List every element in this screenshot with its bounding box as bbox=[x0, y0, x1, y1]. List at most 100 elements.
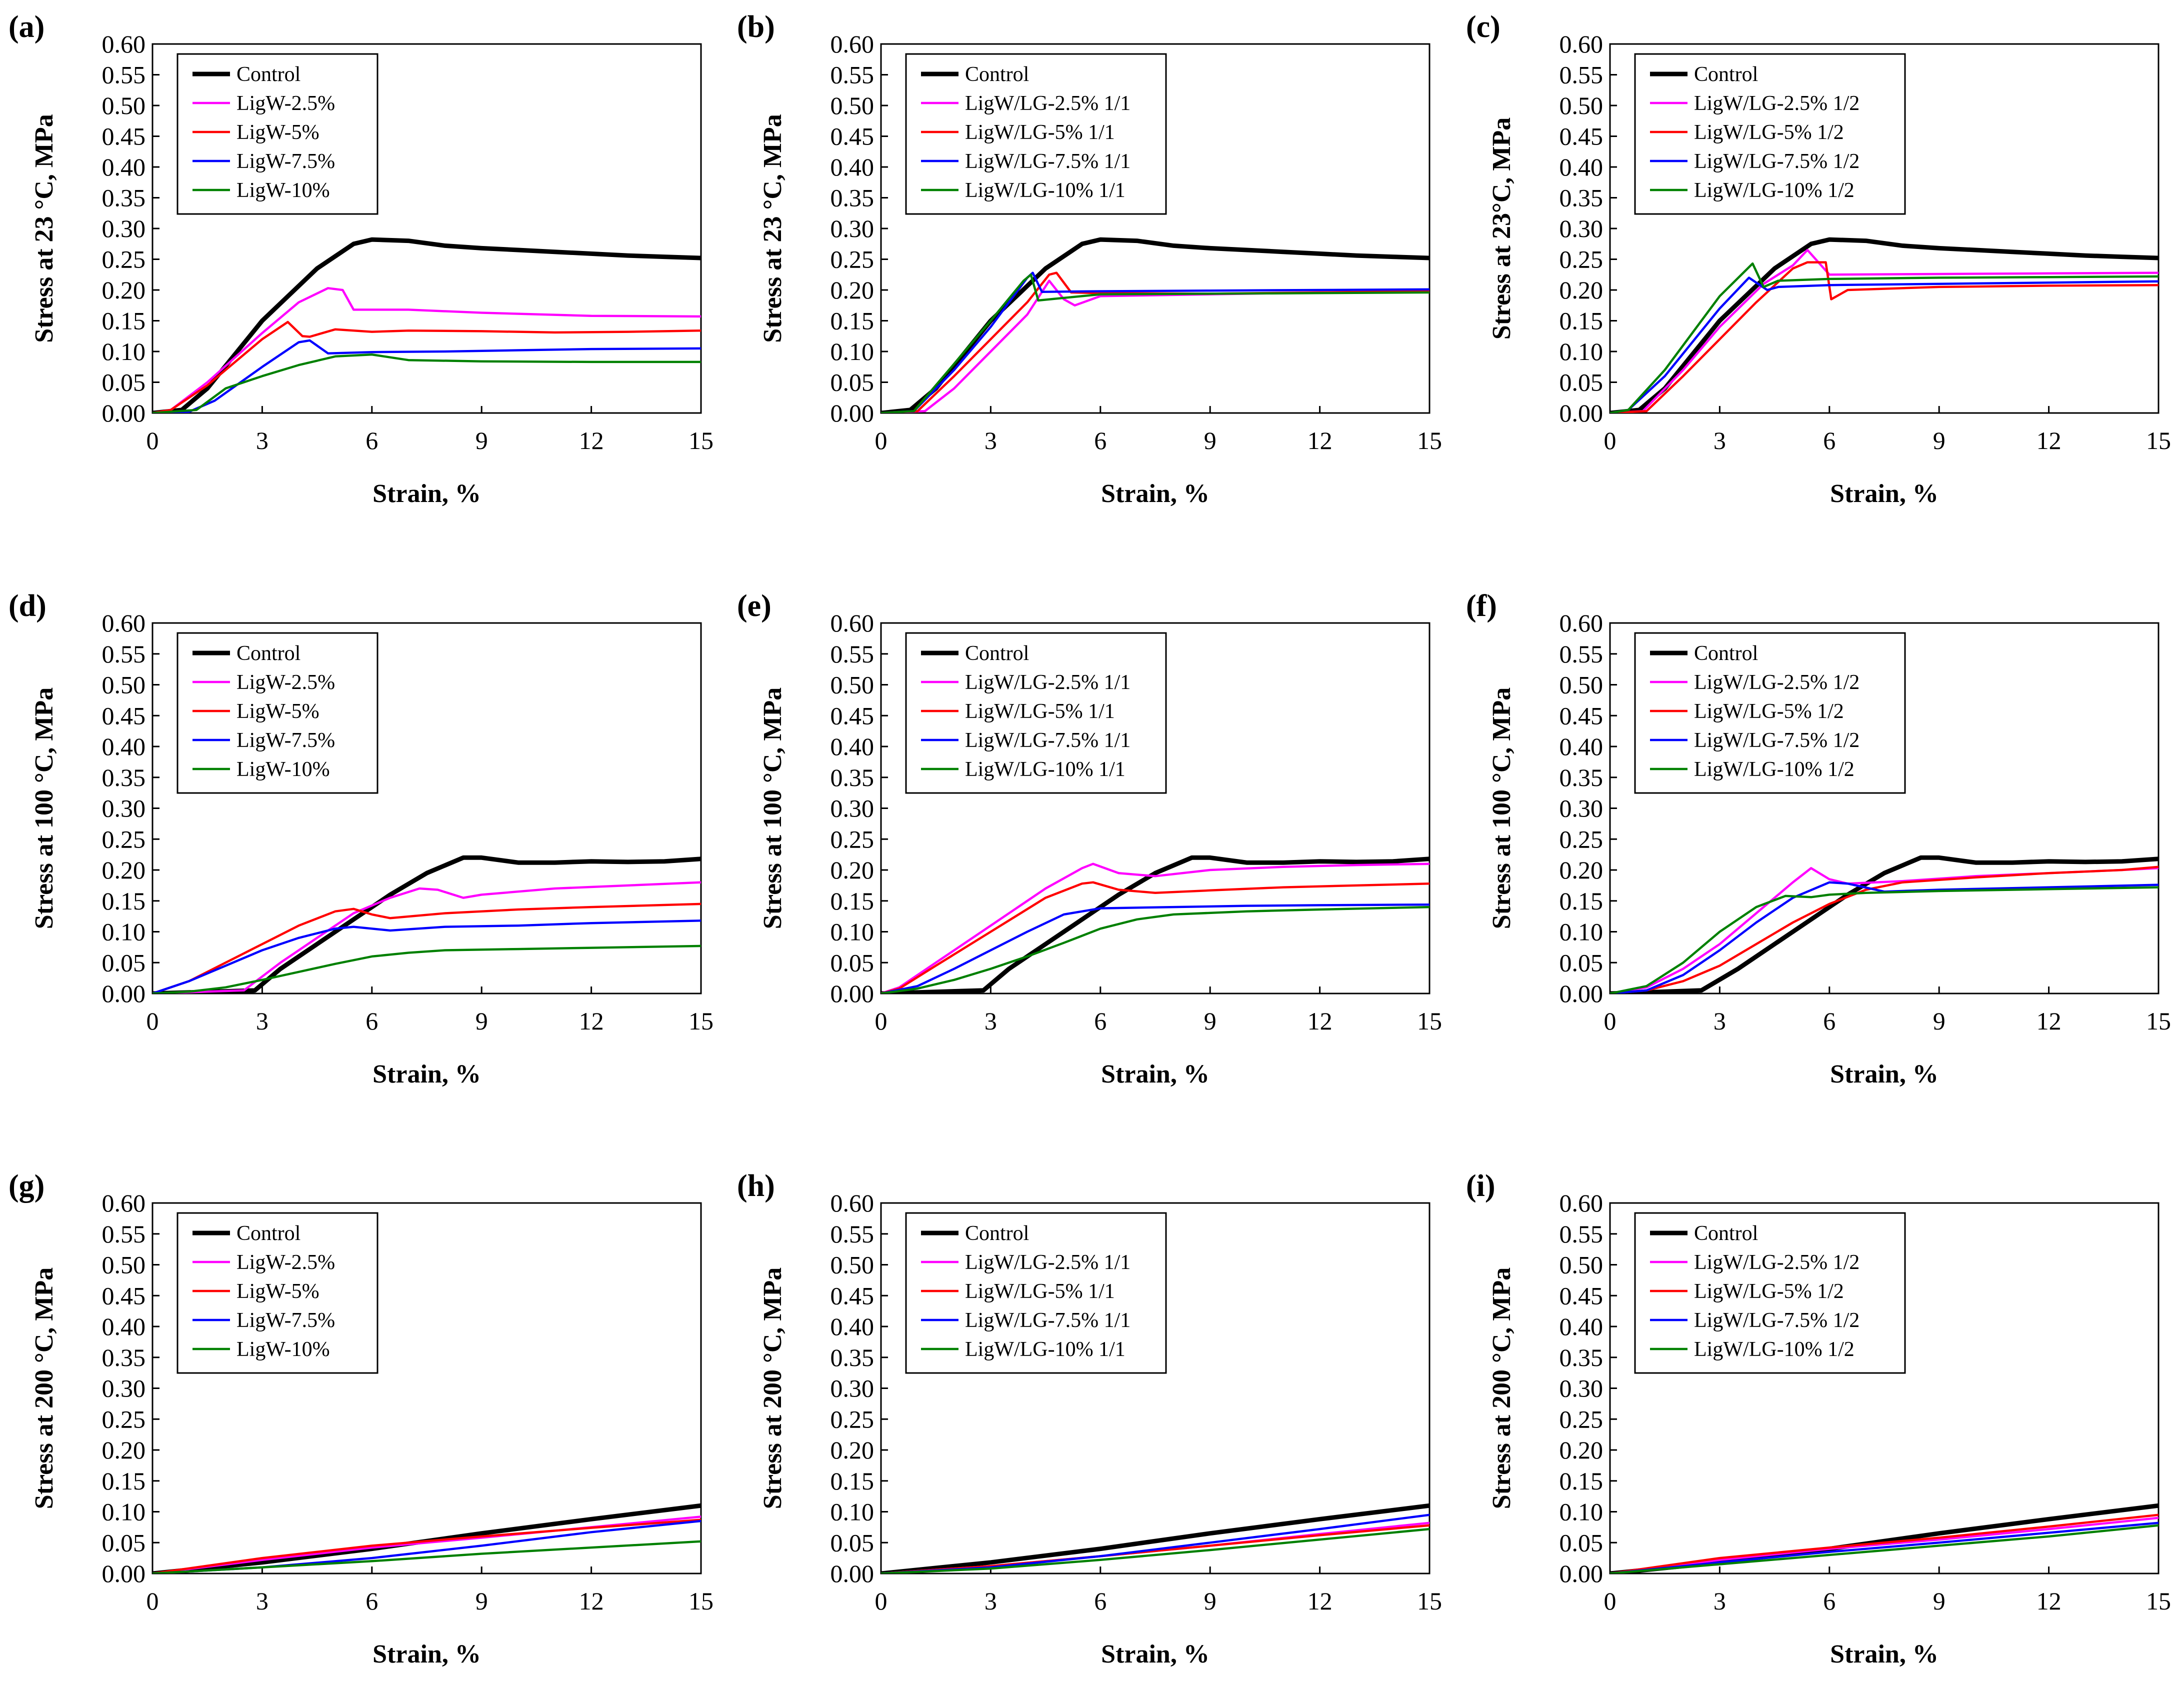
x-tick-label: 6 bbox=[1094, 1587, 1106, 1615]
x-tick-label: 15 bbox=[1417, 426, 1442, 454]
x-tick-label: 12 bbox=[579, 1587, 604, 1615]
legend-entry: LigW/LG-5% 1/1 bbox=[965, 121, 1115, 144]
y-tick-label: 0.10 bbox=[1560, 1498, 1604, 1526]
x-tick-label: 12 bbox=[579, 1007, 604, 1035]
y-tick-label: 0.45 bbox=[1560, 1282, 1604, 1310]
y-tick-label: 0.35 bbox=[102, 184, 146, 212]
x-axis-title: Strain, % bbox=[1830, 1640, 1938, 1668]
x-tick-label: 15 bbox=[688, 1007, 714, 1035]
legend-entry: LigW/LG-5% 1/2 bbox=[1694, 1280, 1844, 1303]
legend-entry: Control bbox=[1694, 642, 1758, 665]
y-tick-label: 0.55 bbox=[1560, 61, 1604, 89]
y-tick-label: 0.35 bbox=[1560, 184, 1604, 212]
legend-entry: LigW-7.5% bbox=[236, 150, 335, 173]
y-axis-title: Stress at 200 °C, MPa bbox=[30, 1268, 58, 1509]
series-line-3 bbox=[881, 881, 1430, 994]
y-tick-label: 0.35 bbox=[102, 764, 146, 792]
x-tick-label: 0 bbox=[146, 426, 159, 454]
y-tick-label: 0.30 bbox=[102, 1374, 146, 1402]
legend-entry: LigW/LG-10% 1/2 bbox=[1694, 179, 1854, 202]
y-tick-label: 0.40 bbox=[830, 153, 874, 181]
y-tick-label: 0.10 bbox=[102, 338, 146, 366]
y-tick-label: 0.50 bbox=[102, 92, 146, 120]
series-line-3 bbox=[152, 902, 701, 994]
x-tick-label: 15 bbox=[688, 1587, 714, 1615]
y-tick-label: 0.50 bbox=[830, 92, 874, 120]
panel-label: (g) bbox=[8, 1169, 44, 1203]
x-tick-label: 3 bbox=[984, 426, 997, 454]
y-tick-label: 0.45 bbox=[102, 1282, 146, 1310]
legend-entry: LigW/LG-2.5% 1/2 bbox=[1694, 671, 1860, 694]
x-tick-label: 0 bbox=[1604, 1587, 1616, 1615]
legend-entry: LigW-2.5% bbox=[236, 1251, 335, 1274]
y-tick-label: 0.15 bbox=[1560, 307, 1604, 335]
series-group bbox=[152, 1503, 701, 1574]
legend: Control LigW-2.5% LigW-5% LigW-7.5% LigW-10% bbox=[176, 1212, 378, 1374]
legend: Control LigW/LG-2.5% 1/1 LigW/LG-5% 1/1 Lig… bbox=[905, 632, 1167, 794]
y-axis-title: Stress at 200 °C, MPa bbox=[1488, 1268, 1516, 1509]
legend-box bbox=[1634, 1212, 1906, 1374]
legend-entry: LigW-5% bbox=[236, 700, 320, 723]
series-group bbox=[1610, 237, 2158, 413]
series-line-5 bbox=[1610, 262, 2158, 413]
y-tick-label: 0.55 bbox=[102, 1220, 146, 1248]
legend: Control LigW-2.5% LigW-5% LigW-7.5% LigW-10% bbox=[176, 53, 378, 215]
y-tick-label: 0.05 bbox=[1560, 1528, 1604, 1556]
legend: Control LigW/LG-2.5% 1/2 LigW/LG-5% 1/2 Lig… bbox=[1634, 1212, 1906, 1374]
y-tick-label: 0.45 bbox=[830, 1282, 874, 1310]
legend-entry: Control bbox=[236, 1222, 300, 1245]
y-tick-label: 0.60 bbox=[830, 609, 874, 637]
series-line-1 bbox=[881, 237, 1430, 413]
y-tick-label: 0.35 bbox=[102, 1344, 146, 1372]
x-axis-title: Strain, % bbox=[1101, 1640, 1210, 1668]
x-tick-label: 15 bbox=[2146, 1587, 2171, 1615]
series-group bbox=[881, 237, 1430, 413]
x-tick-label: 12 bbox=[1308, 426, 1332, 454]
y-tick-label: 0.60 bbox=[1560, 1189, 1604, 1217]
series-line-4 bbox=[881, 903, 1430, 994]
x-tick-label: 3 bbox=[256, 426, 268, 454]
legend-entry: Control bbox=[965, 63, 1029, 86]
series-line-5 bbox=[1610, 1524, 2158, 1574]
y-tick-label: 0.15 bbox=[102, 307, 146, 335]
y-tick-label: 0.40 bbox=[102, 1312, 146, 1340]
y-axis-title: Stress at 100 °C, MPa bbox=[30, 688, 58, 929]
x-tick-label: 3 bbox=[1714, 426, 1726, 454]
y-tick-label: 0.40 bbox=[830, 732, 874, 760]
legend-entry: LigW/LG-10% 1/2 bbox=[1694, 758, 1854, 781]
y-tick-label: 0.30 bbox=[102, 794, 146, 822]
legend-entry: Control bbox=[236, 63, 300, 86]
legend-entry: LigW/LG-5% 1/2 bbox=[1694, 121, 1844, 144]
x-tick-label: 12 bbox=[579, 426, 604, 454]
series-line-1 bbox=[152, 237, 701, 413]
y-tick-label: 0.20 bbox=[830, 1436, 874, 1464]
legend-box bbox=[176, 53, 378, 215]
y-tick-label: 0.00 bbox=[102, 980, 146, 1008]
legend-entry: LigW/LG-5% 1/1 bbox=[965, 1280, 1115, 1303]
panel-label: (b) bbox=[737, 10, 775, 44]
y-tick-label: 0.20 bbox=[1560, 856, 1604, 884]
y-axis-title: Stress at 200 °C, MPa bbox=[758, 1268, 787, 1509]
series-line-4 bbox=[152, 339, 701, 413]
x-tick-label: 0 bbox=[875, 1587, 888, 1615]
y-tick-label: 0.20 bbox=[102, 856, 146, 884]
y-tick-label: 0.10 bbox=[830, 918, 874, 946]
x-tick-label: 15 bbox=[2146, 426, 2171, 454]
x-tick-label: 9 bbox=[1204, 426, 1216, 454]
legend-entry: LigW/LG-5% 1/1 bbox=[965, 700, 1115, 723]
y-tick-label: 0.50 bbox=[830, 1251, 874, 1279]
x-axis-title: Strain, % bbox=[372, 480, 481, 508]
y-tick-label: 0.15 bbox=[102, 887, 146, 915]
series-group bbox=[1610, 855, 2158, 994]
x-tick-label: 15 bbox=[1417, 1007, 1442, 1035]
series-line-2 bbox=[881, 862, 1430, 994]
y-tick-label: 0.00 bbox=[830, 399, 874, 427]
chart-panel-8: (h)0.000.050.100.150.200.250.300.350.400… bbox=[737, 1169, 1442, 1668]
series-line-1 bbox=[1610, 855, 2158, 994]
x-tick-label: 9 bbox=[1933, 1007, 1946, 1035]
legend-entry: LigW-10% bbox=[236, 758, 330, 781]
y-tick-label: 0.20 bbox=[102, 276, 146, 304]
y-tick-label: 0.25 bbox=[102, 1405, 146, 1433]
y-tick-label: 0.05 bbox=[1560, 948, 1604, 976]
y-tick-label: 0.35 bbox=[1560, 1344, 1604, 1372]
